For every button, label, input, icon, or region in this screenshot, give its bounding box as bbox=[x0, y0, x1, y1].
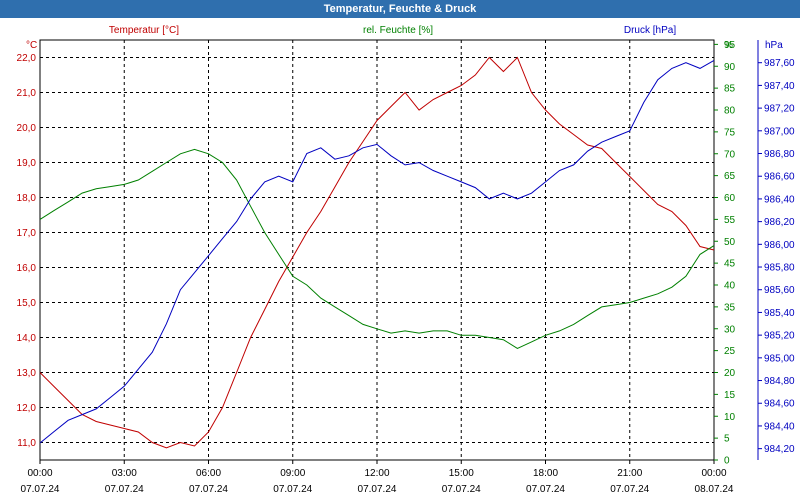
x-tick-time: 15:00 bbox=[449, 468, 474, 479]
x-tick-date: 07.07.24 bbox=[526, 484, 565, 495]
unit-pressure: hPa bbox=[765, 40, 783, 51]
temperature-tick-label: 13,0 bbox=[17, 368, 37, 379]
x-axis: 00:00 07.07.24 03:00 07.07.24 06:00 07.07.24 0… bbox=[21, 460, 734, 495]
series-lines bbox=[39, 56, 715, 449]
x-tick-time: 06:00 bbox=[196, 468, 221, 479]
humidity-tick-label: 80 bbox=[724, 106, 736, 117]
pressure-tick-label: 985,40 bbox=[764, 308, 795, 319]
humidity-tick-label: 0 bbox=[724, 456, 730, 467]
humidity-axis: 0 5 10 15 20 25 30 35 40 45 50 55 60 65 70 75 80 85 90 95 bbox=[714, 40, 736, 467]
temperature-tick-label: 17,0 bbox=[17, 228, 37, 239]
pressure-tick-label: 985,80 bbox=[764, 263, 795, 274]
temperature-tick-label: 12,0 bbox=[17, 403, 37, 414]
humidity-tick-label: 25 bbox=[724, 346, 736, 357]
pressure-tick-label: 986,80 bbox=[764, 149, 795, 160]
x-tick-date: 07.07.24 bbox=[189, 484, 228, 495]
pressure-tick-label: 987,00 bbox=[764, 126, 795, 137]
humidity-tick-label: 40 bbox=[724, 281, 736, 292]
grid bbox=[40, 40, 714, 460]
x-tick-date: 07.07.24 bbox=[105, 484, 144, 495]
humidity-tick-label: 20 bbox=[724, 368, 736, 379]
humidity-tick-label: 90 bbox=[724, 62, 736, 73]
x-tick-time: 00:00 bbox=[27, 468, 52, 479]
x-tick-date: 07.07.24 bbox=[21, 484, 60, 495]
series-temperature bbox=[39, 56, 715, 449]
window-title: Temperatur, Feuchte & Druck bbox=[0, 0, 800, 18]
series-humidity bbox=[39, 148, 715, 349]
temperature-tick-label: 22,0 bbox=[17, 53, 37, 64]
humidity-tick-label: 30 bbox=[724, 324, 736, 335]
temperature-tick-label: 21,0 bbox=[17, 88, 37, 99]
humidity-tick-label: 5 bbox=[724, 434, 730, 445]
x-tick-date: 07.07.24 bbox=[610, 484, 649, 495]
temperature-axis: 11,0 12,0 13,0 14,0 15,0 16,0 17,0 18,0 19,0 20,0… bbox=[17, 53, 37, 449]
pressure-tick-label: 984,40 bbox=[764, 421, 795, 432]
x-tick-time: 00:00 bbox=[701, 468, 726, 479]
pressure-tick-label: 987,20 bbox=[764, 104, 795, 115]
humidity-tick-label: 65 bbox=[724, 171, 736, 182]
humidity-tick-label: 55 bbox=[724, 215, 736, 226]
pressure-tick-label: 987,40 bbox=[764, 81, 795, 92]
series-pressure bbox=[39, 59, 715, 444]
pressure-tick-label: 986,60 bbox=[764, 172, 795, 183]
x-tick-time: 12:00 bbox=[364, 468, 389, 479]
x-tick-date: 07.07.24 bbox=[273, 484, 312, 495]
humidity-tick-label: 70 bbox=[724, 149, 736, 160]
pressure-tick-label: 986,00 bbox=[764, 240, 795, 251]
humidity-tick-label: 60 bbox=[724, 193, 736, 204]
legend-pressure: Druck [hPa] bbox=[624, 25, 676, 36]
pressure-tick-label: 985,60 bbox=[764, 285, 795, 296]
x-tick-time: 09:00 bbox=[280, 468, 305, 479]
humidity-tick-label: 15 bbox=[724, 390, 736, 401]
x-tick-date: 07.07.24 bbox=[358, 484, 397, 495]
unit-temperature: °C bbox=[26, 40, 37, 51]
humidity-tick-label: 75 bbox=[724, 127, 736, 138]
x-tick-time: 18:00 bbox=[533, 468, 558, 479]
x-tick-date: 07.07.24 bbox=[442, 484, 481, 495]
x-tick-date: 08.07.24 bbox=[695, 484, 734, 495]
humidity-tick-label: 10 bbox=[724, 412, 736, 423]
humidity-tick-label: 35 bbox=[724, 302, 736, 313]
pressure-tick-label: 986,40 bbox=[764, 194, 795, 205]
pressure-tick-label: 985,20 bbox=[764, 331, 795, 342]
pressure-tick-label: 984,60 bbox=[764, 399, 795, 410]
temperature-tick-label: 20,0 bbox=[17, 123, 37, 134]
temperature-tick-label: 19,0 bbox=[17, 158, 37, 169]
humidity-tick-label: 45 bbox=[724, 259, 736, 270]
legend-temperature: Temperatur [°C] bbox=[109, 25, 179, 36]
x-tick-time: 21:00 bbox=[617, 468, 642, 479]
pressure-tick-label: 984,20 bbox=[764, 444, 795, 455]
humidity-tick-label: 85 bbox=[724, 84, 736, 95]
humidity-tick-label: 50 bbox=[724, 237, 736, 248]
temperature-tick-label: 18,0 bbox=[17, 193, 37, 204]
humidity-tick-label: 95 bbox=[724, 40, 736, 51]
legend-humidity: rel. Feuchte [%] bbox=[363, 25, 433, 36]
pressure-tick-label: 985,00 bbox=[764, 353, 795, 364]
x-tick-time: 03:00 bbox=[112, 468, 137, 479]
pressure-tick-label: 987,60 bbox=[764, 58, 795, 69]
temperature-tick-label: 15,0 bbox=[17, 298, 37, 309]
pressure-axis: 984,20 984,40 984,60 984,80 985,00 985,20 985,… bbox=[757, 40, 795, 460]
pressure-tick-label: 984,80 bbox=[764, 376, 795, 387]
temperature-tick-label: 14,0 bbox=[17, 333, 37, 344]
pressure-tick-label: 986,20 bbox=[764, 217, 795, 228]
unit-humidity: % bbox=[724, 40, 733, 51]
temperature-tick-label: 11,0 bbox=[17, 438, 36, 449]
temperature-tick-label: 16,0 bbox=[17, 263, 37, 274]
